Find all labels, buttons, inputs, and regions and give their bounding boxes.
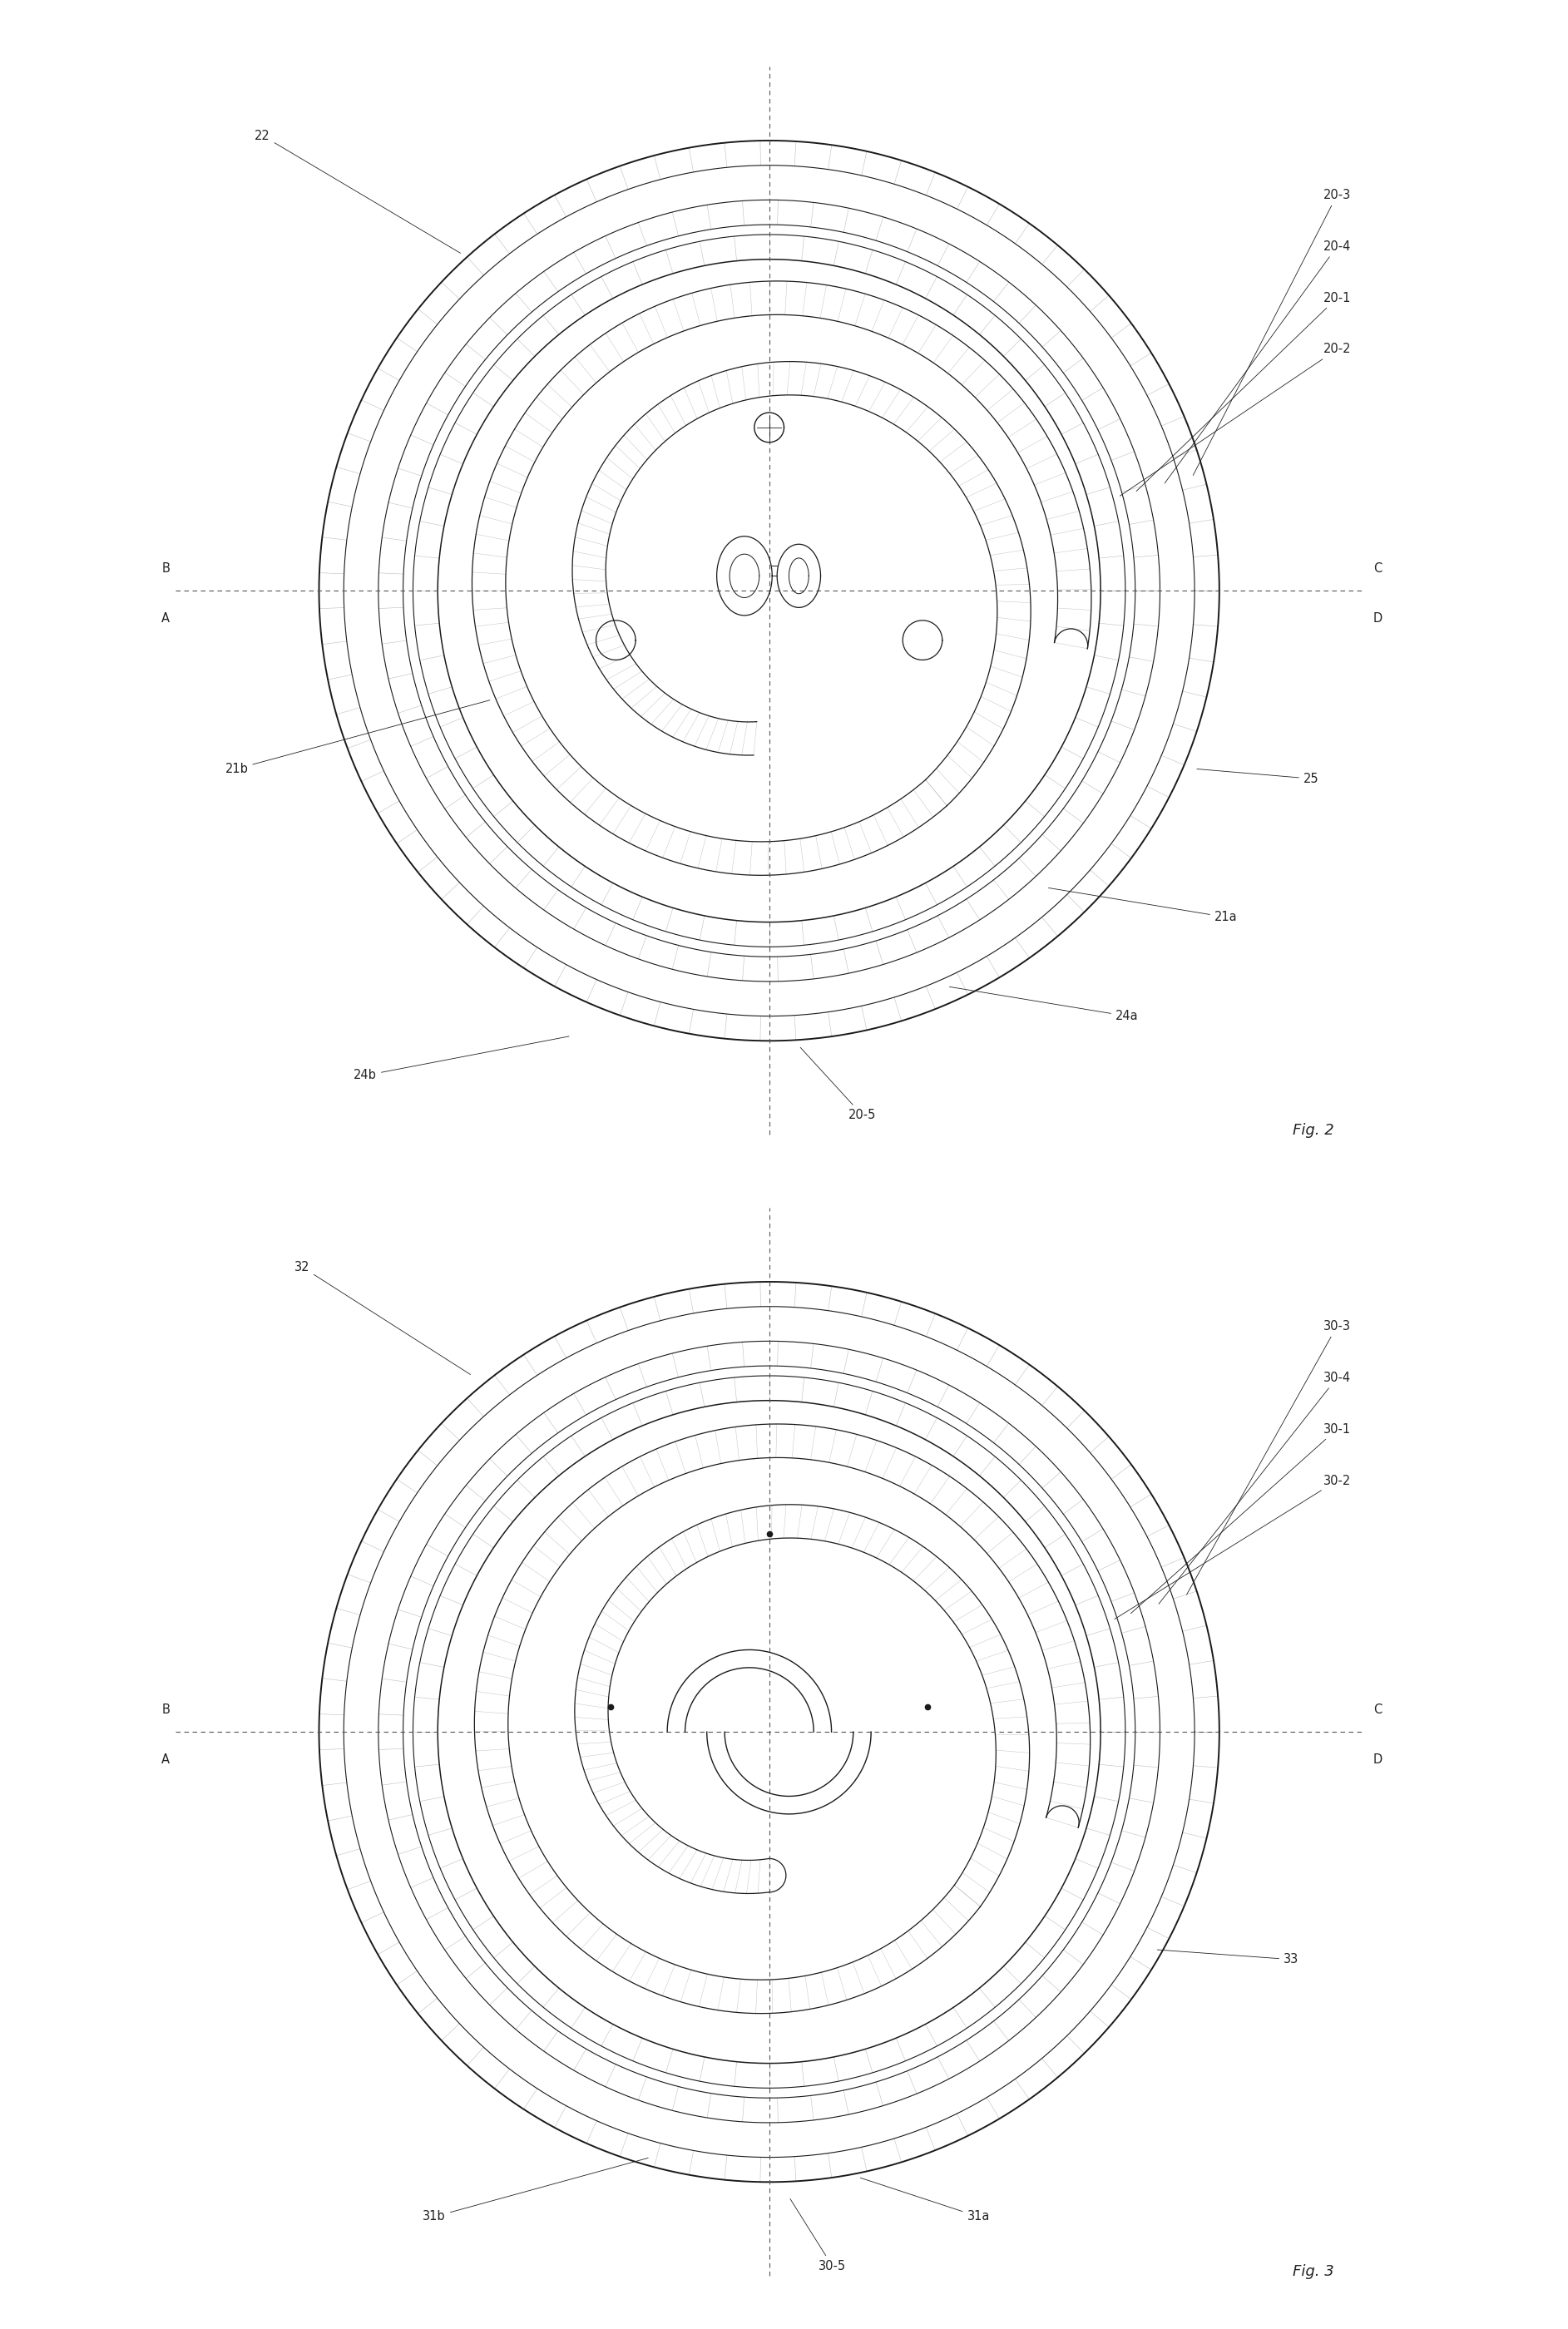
Text: D: D [1374,1754,1383,1765]
Text: 20-1: 20-1 [1137,291,1352,491]
Text: Fig. 2: Fig. 2 [1292,1123,1334,1139]
Text: 24b: 24b [354,1036,569,1081]
Text: 24a: 24a [950,987,1138,1022]
Text: 21a: 21a [1049,887,1237,922]
Text: 22: 22 [254,130,461,254]
Text: 25: 25 [1196,769,1319,785]
Text: B: B [162,1705,169,1716]
Text: 32: 32 [295,1260,470,1374]
Text: 21b: 21b [226,701,489,776]
Text: D: D [1374,613,1383,624]
Text: 20-3: 20-3 [1193,189,1352,475]
Text: 20-4: 20-4 [1165,240,1352,482]
Text: A: A [162,1754,169,1765]
Text: 31b: 31b [423,2159,648,2222]
Text: C: C [1374,1705,1381,1716]
Text: 30-2: 30-2 [1115,1474,1352,1619]
Text: 20-5: 20-5 [800,1048,877,1120]
Text: A: A [162,613,169,624]
Text: 31a: 31a [861,2178,989,2222]
Text: C: C [1374,564,1381,575]
Text: 20-2: 20-2 [1120,342,1352,496]
Text: 33: 33 [1157,1949,1298,1966]
Text: 30-4: 30-4 [1159,1372,1350,1605]
Text: Fig. 3: Fig. 3 [1292,2264,1334,2280]
Text: 30-1: 30-1 [1131,1423,1350,1614]
Text: B: B [162,564,169,575]
Text: 30-5: 30-5 [790,2199,847,2273]
Text: 30-3: 30-3 [1187,1321,1350,1595]
